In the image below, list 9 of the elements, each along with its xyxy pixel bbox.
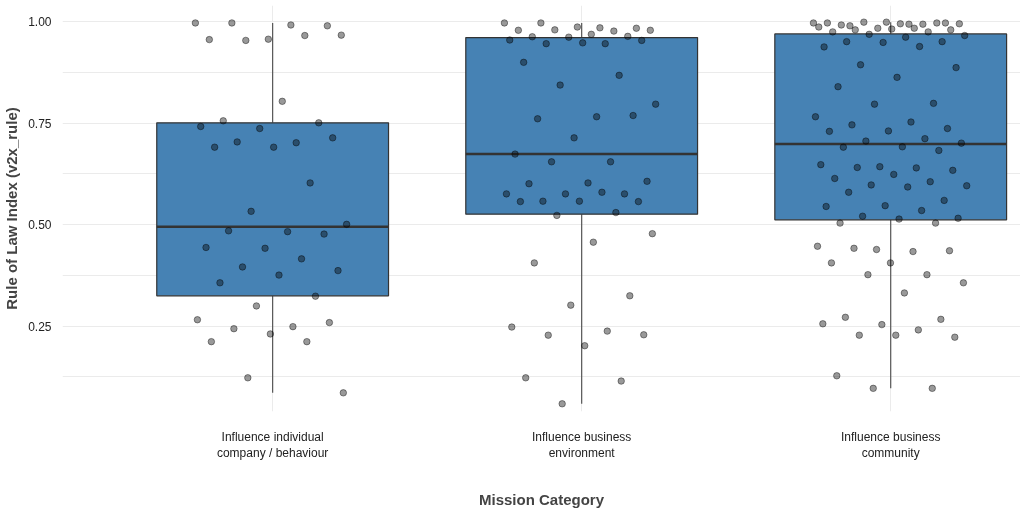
y-tick-label: 0.75 (28, 116, 52, 131)
x-tick-label: Influence individual company / behaviour (216, 429, 329, 461)
x-tick-label: Influence business environment (531, 429, 632, 461)
y-tick-label: 0.50 (28, 218, 52, 233)
x-axis-title: Mission Category (478, 491, 605, 509)
x-tick-label: Influence business community (841, 429, 941, 461)
y-tick-label: 1.00 (28, 15, 52, 30)
y-axis-title: Rule of Law Index (v2x_rule) (3, 107, 21, 310)
y-tick-label: 0.25 (28, 319, 52, 334)
